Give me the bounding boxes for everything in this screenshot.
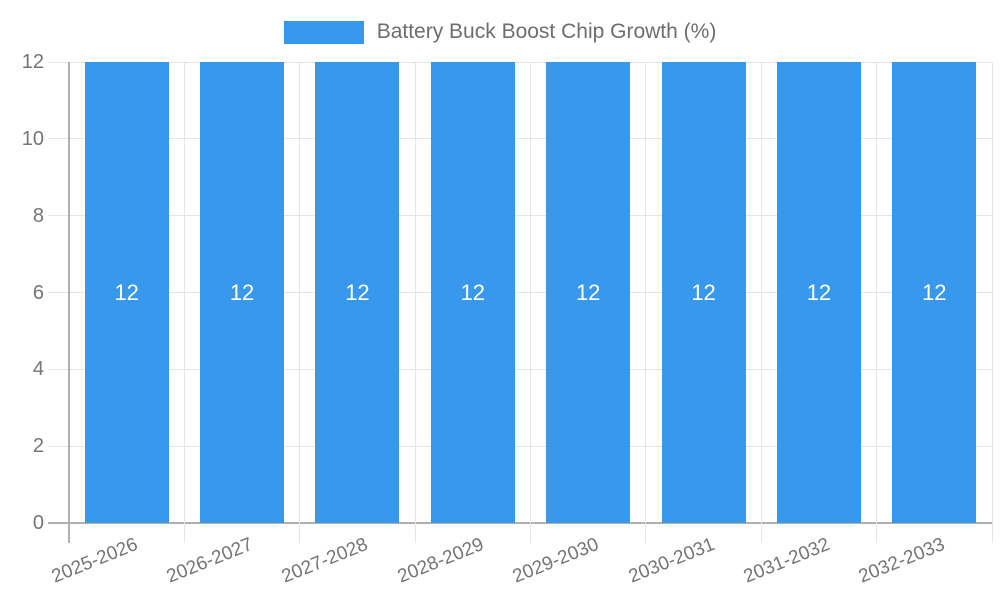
y-tick-label: 8 <box>32 204 44 227</box>
y-axis-line <box>68 62 70 543</box>
gridline-vertical <box>991 62 993 543</box>
gridline-horizontal <box>48 445 992 447</box>
gridline-horizontal <box>48 215 992 217</box>
y-tick-label: 12 <box>21 51 44 73</box>
y-tick-label: 4 <box>32 358 44 381</box>
legend-label: Battery Buck Boost Chip Growth (%) <box>376 20 717 43</box>
bar-value-label: 12 <box>229 279 255 305</box>
gridline-vertical <box>760 62 762 543</box>
gridline-horizontal <box>48 61 992 63</box>
bar[interactable]: 12 <box>892 62 977 523</box>
bar[interactable]: 12 <box>200 62 285 523</box>
y-tick-label: 6 <box>32 281 44 304</box>
bar-value-label: 12 <box>691 279 716 305</box>
gridline-horizontal <box>48 368 992 370</box>
legend-swatch <box>283 20 364 44</box>
gridline-vertical <box>645 62 647 543</box>
gridline-horizontal <box>48 138 992 140</box>
bar[interactable]: 12 <box>776 62 861 523</box>
gridline-vertical <box>299 62 301 543</box>
gridline-horizontal <box>48 292 992 293</box>
y-tick-label: 10 <box>21 127 44 150</box>
bar[interactable]: 12 <box>315 62 400 523</box>
gridline-vertical <box>876 62 878 543</box>
bar-value-label: 12 <box>806 279 832 305</box>
x-axis-line <box>48 522 992 524</box>
bar[interactable]: 12 <box>430 62 515 523</box>
bar-value-label: 12 <box>922 279 947 305</box>
y-tick-label: 0 <box>32 512 44 534</box>
gridline-vertical <box>414 62 416 543</box>
bar[interactable]: 12 <box>661 62 746 523</box>
legend[interactable]: Battery Buck Boost Chip Growth (%) <box>0 20 1000 44</box>
bar[interactable]: 12 <box>546 62 631 523</box>
bar-value-label: 12 <box>460 279 486 305</box>
bar-value-label: 12 <box>114 279 139 305</box>
gridline-vertical <box>530 62 531 543</box>
gridline-vertical <box>183 62 185 543</box>
bar-value-label: 12 <box>575 279 601 305</box>
bar[interactable]: 12 <box>84 62 169 523</box>
y-tick-label: 2 <box>32 435 44 458</box>
bar-value-label: 12 <box>345 279 370 305</box>
